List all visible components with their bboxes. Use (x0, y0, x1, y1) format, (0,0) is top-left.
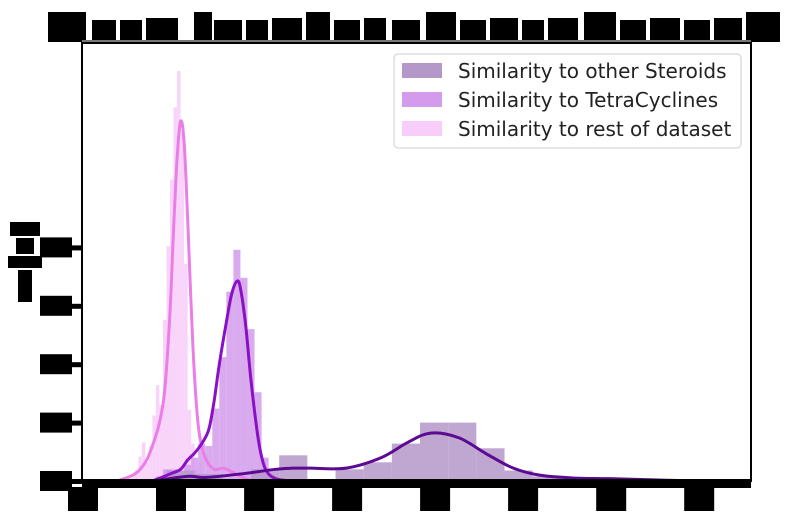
histogram-bar (476, 448, 505, 481)
x-tick-label (596, 487, 627, 511)
title-glyph (522, 20, 544, 42)
title-glyph (584, 12, 616, 42)
histogram-bar (191, 457, 199, 481)
histogram-bar (170, 179, 174, 481)
histogram-bar (247, 329, 255, 481)
histogram-bar (148, 445, 153, 481)
x-tick-label (156, 487, 186, 511)
y-tick-label (40, 237, 72, 258)
histogram-bar (448, 422, 477, 481)
legend-swatch-rest-of-dataset (402, 121, 442, 136)
histogram-bar (141, 442, 146, 481)
x-tick-label (508, 487, 539, 511)
y-tick-mark (72, 420, 82, 426)
title-glyph (214, 20, 242, 42)
ylabel-glyph (8, 256, 42, 268)
histogram-bar (212, 408, 220, 481)
x-tick-label (244, 487, 275, 511)
histogram-bar (187, 409, 192, 481)
histogram-bar (363, 462, 392, 481)
x-tick-label (684, 487, 715, 511)
title-glyph (684, 20, 710, 42)
title-glyph (746, 12, 780, 42)
x-axis-bar (82, 479, 751, 488)
title-glyph (460, 20, 486, 42)
title-glyph (364, 18, 386, 42)
title-glyph (548, 18, 578, 42)
title-glyph (650, 18, 680, 42)
histogram-bar (532, 476, 561, 481)
ylabel-glyph (10, 222, 40, 236)
histogram-bar (180, 130, 185, 481)
histogram-bar (420, 422, 449, 481)
kde-curves (115, 119, 700, 483)
ylabel-glyph (18, 270, 32, 302)
y-tick-label (40, 354, 72, 375)
ylabel-glyph (16, 238, 34, 254)
y-tick-mark (72, 479, 82, 484)
histogram-bar (251, 469, 280, 481)
histogram-bar (177, 71, 181, 481)
histogram-bar (184, 263, 188, 481)
title-glyph (426, 12, 456, 42)
title-glyph (334, 20, 360, 42)
x-tick-label (420, 487, 451, 511)
kde-curve-similarity-to-rest-of-dataset (115, 119, 260, 483)
histogram-bar (173, 107, 178, 482)
histogram-bar (233, 249, 241, 481)
histogram-bar (131, 475, 135, 481)
axis-ticks (40, 237, 751, 511)
histogram-bar (198, 443, 206, 481)
histogram-bar (159, 405, 163, 481)
chart-title-blackout (48, 12, 780, 42)
y-tick-label (40, 295, 72, 316)
histogram-bar (145, 462, 149, 481)
title-glyph (306, 12, 330, 42)
y-tick-mark (72, 245, 82, 251)
title-glyph (146, 18, 178, 42)
histogram-bar (134, 470, 139, 481)
histogram-bar (152, 415, 156, 481)
legend-box (393, 53, 742, 149)
y-tick-label (40, 471, 72, 491)
title-glyph (272, 18, 302, 42)
title-glyph (120, 20, 142, 42)
title-glyph (246, 20, 268, 42)
kde-curve-similarity-to-other-steroids (150, 431, 700, 483)
x-tick-label (68, 487, 98, 511)
histogram-bar (219, 357, 227, 481)
legend-swatch-tetracyclines (402, 92, 442, 107)
y-axis-label-blackout (8, 222, 42, 302)
y-tick-mark (72, 362, 82, 368)
histogram-bar (504, 470, 533, 481)
histogram-bar (335, 469, 364, 481)
y-tick-mark (72, 303, 82, 309)
legend-label-rest-of-dataset: Similarity to rest of dataset (458, 117, 731, 141)
title-glyph (48, 12, 86, 42)
x-tick-label (332, 487, 363, 511)
title-glyph (92, 20, 116, 42)
legend-label-other-steroids: Similarity to other Steroids (458, 59, 727, 83)
legend-label-tetracyclines: Similarity to TetraCyclines (458, 88, 718, 112)
title-glyph (194, 12, 212, 42)
histogram-bar (226, 291, 234, 481)
title-glyph (490, 18, 518, 42)
title-glyph (392, 20, 420, 42)
legend-swatch-other-steroids (402, 63, 442, 78)
legend: Similarity to other Steroids Similarity … (393, 53, 742, 149)
title-glyph (714, 18, 742, 42)
histogram-bar (240, 277, 248, 481)
y-tick-label (40, 412, 72, 433)
title-glyph (620, 20, 646, 42)
